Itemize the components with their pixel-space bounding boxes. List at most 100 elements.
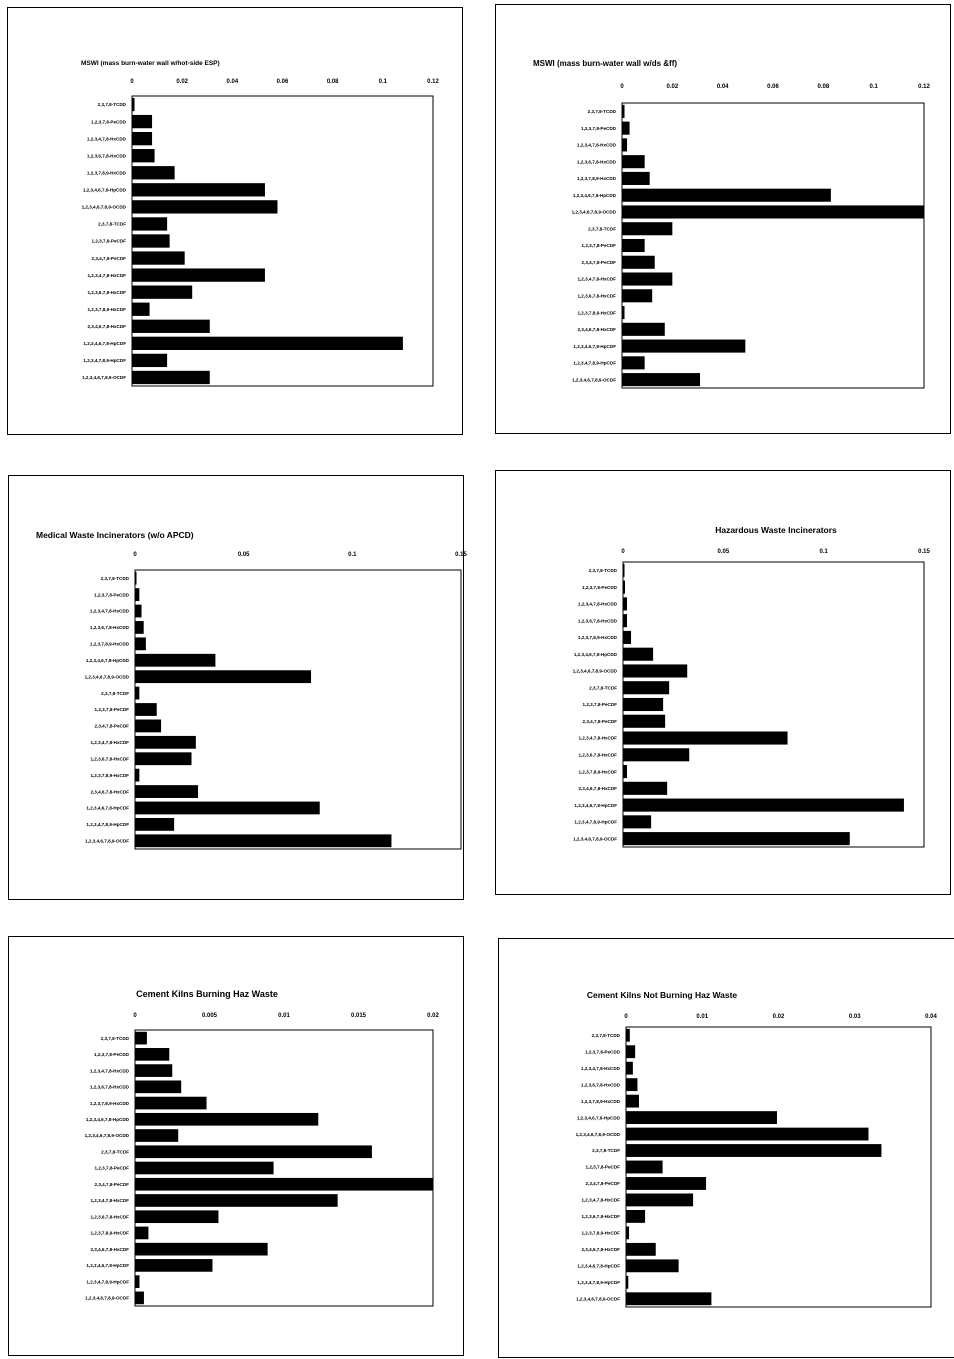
x-tick-label: 0.06 xyxy=(277,79,289,85)
bar xyxy=(132,131,153,146)
category-label: 1,2,3,6,7,8-HxCDF xyxy=(581,1214,620,1219)
category-label: 1,2,3,4,6,7,8-HpCDD xyxy=(83,188,127,193)
x-tick-label: 0.15 xyxy=(918,549,930,555)
category-label: 1,2,3,4,7,8,9-HpCDF xyxy=(574,820,617,825)
bar xyxy=(626,1144,882,1157)
category-label: 1,2,3,4,6,7,8-HpCDF xyxy=(574,803,617,808)
bar xyxy=(622,238,645,253)
bar xyxy=(135,1031,147,1045)
category-label: 1,2,3,4,7,8-HxCDD xyxy=(581,1066,621,1071)
bar xyxy=(623,597,628,611)
category-label: 1,2,3,4,6,7,8-HpCDD xyxy=(574,652,618,657)
chart-panel-cement-kilns-haz: Cement Kilns Burning Haz Waste 0 0.005 0.01… xyxy=(8,936,464,1356)
bar xyxy=(623,563,625,577)
bar xyxy=(135,621,144,634)
bar xyxy=(626,1177,707,1190)
bar xyxy=(132,217,168,231)
category-label: 1,2,3,7,8,9-HxCDD xyxy=(578,635,618,640)
category-label: 2,3,7,8-TCDF xyxy=(98,222,126,227)
category-label: 1,2,3,4,6,7,8,9-OCDF xyxy=(576,1296,620,1301)
bar xyxy=(622,121,630,135)
bar-chart: MSWI (mass burn-water wall w/ds &ff) 0 0.0… xyxy=(533,59,930,389)
chart-panel-medical-waste: Medical Waste Incinerators (w/o APCD) 0 0.… xyxy=(8,475,467,900)
category-label: 1,2,3,4,7,8,9-HpCDF xyxy=(86,1279,129,1284)
bar xyxy=(626,1226,630,1240)
bar xyxy=(622,104,625,118)
category-label: 1,2,3,4,7,8,9-HpCDF xyxy=(86,822,129,827)
x-tick-label: 0.06 xyxy=(767,84,779,90)
bar xyxy=(135,1112,319,1126)
x-tick-label: 0 xyxy=(130,79,134,85)
x-tick-label: 0.15 xyxy=(455,552,467,558)
x-tick-label: 0.12 xyxy=(427,79,439,85)
category-label: 1,2,3,7,8,9-HxCDD xyxy=(90,1101,130,1106)
x-tick-label: 0 xyxy=(620,84,624,90)
bar xyxy=(132,149,155,163)
bar xyxy=(626,1209,646,1223)
category-label: 1,2,3,4,6,7,8-HpCDD xyxy=(86,658,130,663)
x-tick-label: 0.1 xyxy=(869,84,878,90)
category-label: 1,2,3,7,8-PeCDD xyxy=(581,126,617,131)
bar xyxy=(622,272,673,286)
category-label: 1,2,3,7,8,9-HxCDF xyxy=(581,1231,620,1236)
category-label: 1,2,3,7,8-PeCDF xyxy=(582,243,617,248)
category-label: 2,3,7,8-TCDD xyxy=(101,576,130,581)
x-tick-label: 0.015 xyxy=(351,1013,367,1019)
bar xyxy=(135,768,140,782)
bar xyxy=(622,188,831,202)
bar xyxy=(135,834,392,848)
category-label: 1,2,3,4,7,8-HxCDD xyxy=(577,143,617,148)
bar-chart: Medical Waste Incinerators (w/o APCD) 0 0.… xyxy=(36,530,467,850)
category-label: 1,2,3,4,7,8,9-HpCDF xyxy=(573,361,616,366)
bar xyxy=(623,798,904,812)
bar xyxy=(135,1275,140,1288)
bar xyxy=(132,183,265,197)
bar xyxy=(135,785,199,798)
category-label: 1,2,3,4,6,7,8-HpCDF xyxy=(83,341,126,346)
bar xyxy=(135,1291,144,1305)
bar xyxy=(135,637,146,651)
category-label: 1,2,3,7,8-PeCDF xyxy=(95,707,130,712)
bar xyxy=(626,1045,636,1059)
chart-panel-hazardous-waste: Hazardous Waste Incinerators 0 0.05 0.1 0.15… xyxy=(495,470,951,895)
x-tick-label: 0.04 xyxy=(925,1014,937,1020)
x-tick-label: 0 xyxy=(621,549,625,555)
chart-title: Cement Kilns Burning Haz Waste xyxy=(136,989,278,999)
category-label: 1,2,3,7,8,9-HxCDF xyxy=(90,1231,129,1236)
category-label: 2,3,7,8-TCDD xyxy=(592,1033,621,1038)
category-label: 2,3,4,6,7,8-HxCDF xyxy=(87,324,126,329)
bar xyxy=(622,222,673,236)
category-label: 2,3,4,7,8-PeCDF xyxy=(583,719,618,724)
category-label: 2,3,4,6,7,8-HxCDF xyxy=(90,789,129,794)
category-label: 1,2,3,7,8-PeCDF xyxy=(586,1165,621,1170)
bar xyxy=(626,1078,638,1092)
category-label: 1,2,3,7,8-PeCDD xyxy=(94,1052,130,1057)
bar xyxy=(135,1177,433,1191)
category-label: 1,2,3,6,7,8-HxCDD xyxy=(578,618,618,623)
bar xyxy=(623,664,688,678)
category-label: 1,2,3,6,7,8-HxCDD xyxy=(577,159,617,164)
category-label: 1,2,3,7,8-PeCDF xyxy=(95,1166,130,1171)
category-label: 2,3,4,6,7,8-HxCDF xyxy=(577,327,616,332)
bar xyxy=(626,1259,679,1273)
category-label: 2,3,7,8-TCDD xyxy=(588,109,617,114)
category-label: 1,2,3,4,7,8-HxCDD xyxy=(578,602,618,607)
bar xyxy=(622,171,650,185)
category-label: 1,2,3,7,8-PeCDD xyxy=(91,119,127,124)
bar xyxy=(623,580,626,594)
x-tick-label: 0 xyxy=(133,552,137,558)
bar xyxy=(135,1226,149,1240)
bar xyxy=(135,752,192,766)
category-label: 1,2,3,4,7,8-HxCDF xyxy=(581,1198,620,1203)
bar xyxy=(626,1242,656,1256)
bar xyxy=(135,1210,219,1224)
category-label: 1,2,3,4,6,7,8-HpCDF xyxy=(86,806,129,811)
category-label: 2,3,4,6,7,8-HxCDF xyxy=(578,786,617,791)
category-label: 1,2,3,6,7,8-HxCDF xyxy=(90,1214,129,1219)
bar xyxy=(132,114,153,129)
bar xyxy=(622,255,655,269)
bar xyxy=(132,336,403,351)
bar xyxy=(135,686,140,700)
bar xyxy=(132,268,265,282)
bar xyxy=(622,339,746,353)
